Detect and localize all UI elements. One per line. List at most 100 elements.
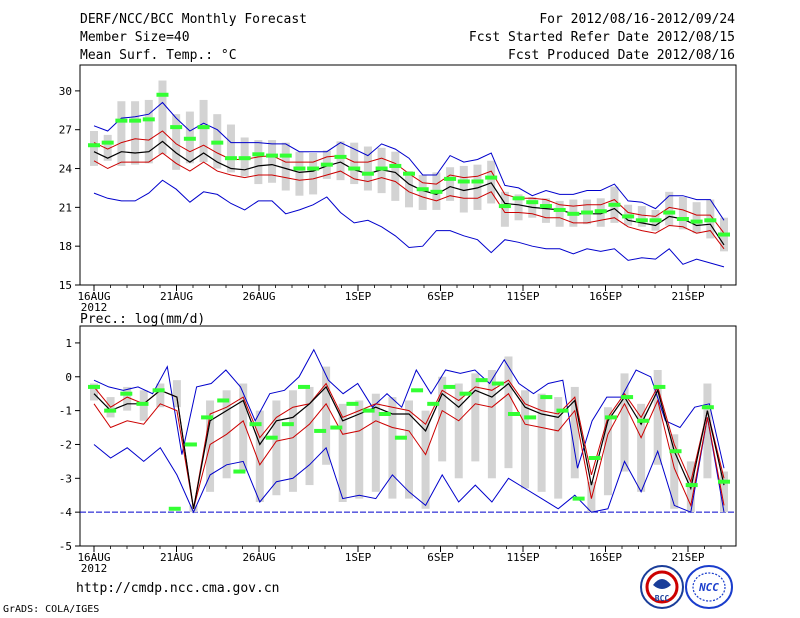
observation-marker: [233, 469, 246, 474]
spread-box: [338, 403, 347, 502]
observation-marker: [443, 384, 456, 389]
observation-marker: [320, 162, 333, 167]
observation-marker: [416, 187, 429, 192]
observation-marker: [330, 425, 343, 430]
observation-marker: [581, 210, 594, 215]
observation-marker: [168, 506, 181, 511]
spread-box: [471, 373, 480, 462]
observation-marker: [346, 401, 359, 406]
observation-marker: [394, 435, 407, 440]
y-tick-label: 21: [59, 201, 72, 214]
spread-box: [281, 142, 290, 191]
observation-marker: [314, 428, 327, 433]
spread-box: [90, 383, 98, 401]
spread-box: [255, 410, 264, 502]
spread-box: [295, 151, 304, 196]
spread-box: [405, 171, 413, 208]
y-tick-label: -1: [59, 405, 72, 418]
ncc-logo: NCC: [685, 565, 733, 609]
spread-box: [172, 114, 181, 170]
spread-box: [272, 400, 281, 496]
y-tick-label: 18: [59, 240, 72, 253]
observation-marker: [553, 207, 566, 212]
observation-marker: [281, 422, 294, 427]
spread-box: [665, 191, 674, 226]
observation-marker: [475, 378, 488, 383]
observation-marker: [669, 449, 682, 454]
spread-box: [459, 165, 468, 213]
series-min-line: [93, 417, 725, 514]
observation-marker: [427, 401, 440, 406]
observation-marker: [307, 166, 320, 171]
observation-marker: [170, 125, 183, 130]
observation-marker: [136, 401, 149, 406]
spread-box: [336, 141, 345, 181]
spread-box: [355, 400, 364, 499]
observation-marker: [491, 381, 504, 386]
forecast-start-date: Fcst Started Refer Date 2012/08/15: [468, 30, 735, 45]
x-tick-label: 1SEP: [345, 551, 372, 564]
observation-marker: [649, 218, 662, 223]
observation-marker: [567, 211, 580, 216]
spread-box: [570, 386, 579, 479]
series-lower-line: [93, 392, 725, 509]
observation-marker: [375, 166, 388, 171]
observation-marker: [152, 388, 165, 393]
observation-marker: [265, 435, 278, 440]
observation-marker: [663, 210, 676, 215]
spread-box: [117, 101, 126, 166]
observation-marker: [361, 171, 374, 176]
spread-box: [554, 397, 563, 499]
forecast-period: For 2012/08/16-2012/09/24: [539, 12, 735, 27]
x-tick-label: 1SEP: [345, 290, 372, 303]
observation-marker: [183, 136, 196, 141]
spread-box: [322, 366, 331, 465]
y-tick-label: 15: [59, 279, 72, 292]
spread-box: [620, 373, 629, 472]
observation-marker: [524, 415, 537, 420]
website-url: http://cmdp.ncc.cma.gov.cn: [76, 581, 280, 596]
series-lower-line: [93, 152, 725, 250]
observation-marker: [129, 118, 142, 123]
observation-marker: [279, 153, 292, 158]
plot-frame: [79, 64, 737, 286]
observation-marker: [608, 202, 621, 207]
observation-marker: [348, 166, 361, 171]
observation-marker: [604, 415, 617, 420]
observation-marker: [411, 388, 424, 393]
spread-box: [421, 410, 430, 509]
spread-box: [288, 390, 297, 492]
x-tick-label: 21AUG: [160, 551, 193, 564]
spread-box: [254, 140, 263, 185]
spread-box: [487, 370, 496, 479]
spread-box: [239, 383, 248, 472]
spread-box: [405, 400, 413, 499]
observation-marker: [676, 217, 689, 221]
bcc-logo-text: BCC: [655, 594, 670, 603]
y-tick-label: 27: [59, 124, 72, 137]
spread-box: [720, 471, 728, 513]
spread-box: [603, 407, 612, 496]
observation-marker: [508, 412, 520, 416]
spread-box: [309, 153, 318, 195]
spread-box: [199, 99, 208, 163]
spread-box: [514, 194, 523, 221]
spread-box: [500, 191, 509, 227]
observation-marker: [156, 92, 169, 97]
observation-marker: [457, 179, 470, 184]
observation-marker: [704, 218, 717, 223]
x-tick-label: 11SEP: [506, 551, 539, 564]
observation-marker: [88, 384, 100, 389]
x-tick-label: 21AUG: [160, 290, 193, 303]
observation-marker: [622, 214, 635, 219]
y-tick-label: 0: [65, 371, 72, 384]
variable-label: Mean Surf. Temp.: °C: [80, 48, 237, 63]
x-tick-label: 26AUG: [242, 551, 275, 564]
observation-marker: [238, 156, 251, 161]
observation-marker: [403, 171, 415, 176]
spread-box: [172, 380, 181, 408]
x-tick-label: 21SEP: [671, 551, 704, 564]
observation-marker: [539, 204, 552, 209]
observation-marker: [101, 140, 114, 145]
